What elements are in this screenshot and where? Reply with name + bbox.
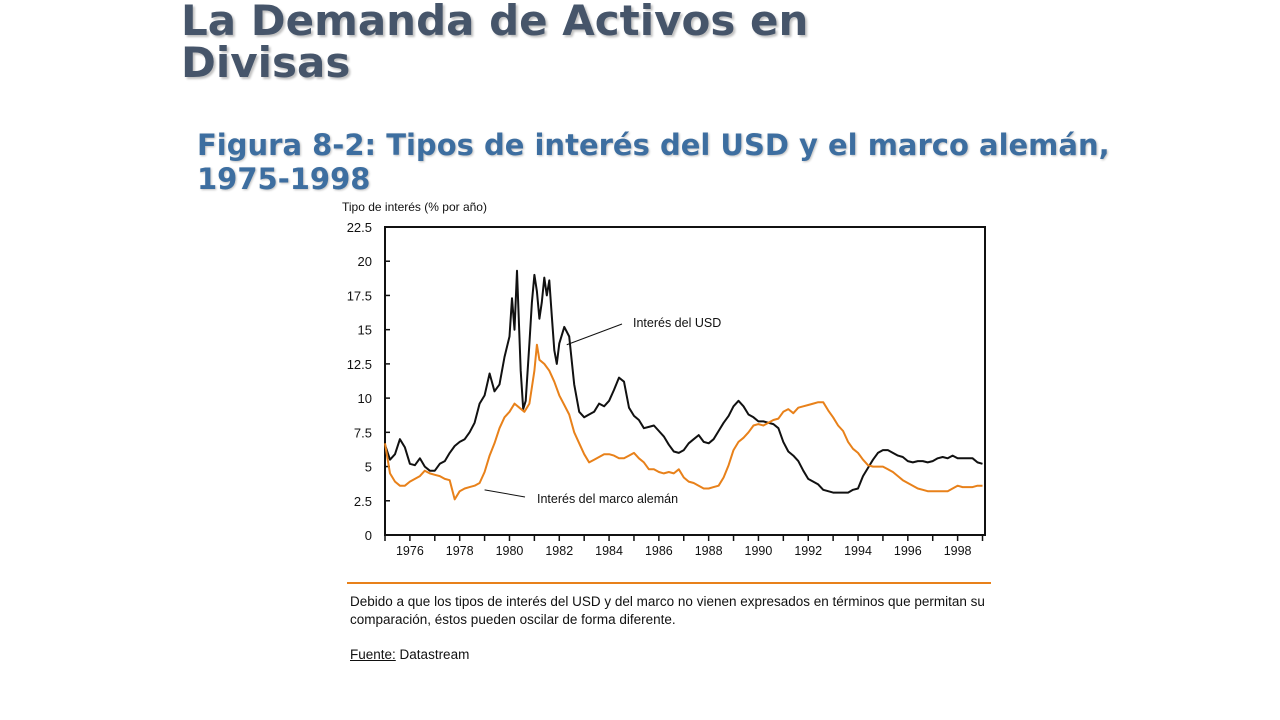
source-value: Datastream [399,647,470,662]
x-tick-label: 1976 [396,544,424,558]
x-tick-label: 1980 [496,544,524,558]
x-tick-label: 1982 [545,544,573,558]
x-tick-label: 1988 [695,544,723,558]
y-tick-label: 20 [358,254,372,269]
y-tick-label: 12.5 [347,357,372,372]
usd-annotation-leader [566,323,623,346]
dm-annotation-leader [484,489,526,498]
usd-annotation-label: Interés del USD [633,316,721,330]
x-axis: 1976 1978 1980 1982 1984 1986 1988 1990 1992 1994… [384,535,984,558]
figure-note: Debido a que los tipos de interés del US… [350,594,985,627]
plot-frame [384,226,986,536]
y-tick-label: 15 [358,323,372,338]
x-tick-label: 1984 [595,544,623,558]
y-axis: 0 2.5 5 7.5 10 12.5 15 17.5 20 22.5 [347,220,390,543]
source-label: Fuente: [350,647,396,662]
usd-rate-line [384,269,983,494]
y-axis-label: Tipo de interés (% por año) [342,200,487,214]
x-tick-label: 1998 [944,544,972,558]
x-tick-label: 1996 [894,544,922,558]
x-tick-label: 1992 [794,544,822,558]
figure-caption: Figura 8-2: Tipos de interés del USD y e… [197,128,1110,196]
y-tick-label: 5 [365,460,372,475]
x-tick-label: 1994 [844,544,872,558]
y-tick-label: 22.5 [347,220,372,235]
dm-annotation-label: Interés del marco alemán [537,492,678,506]
x-tick-label: 1986 [645,544,673,558]
dm-rate-line [384,343,983,501]
divider-line [347,582,991,584]
x-tick-label: 1990 [745,544,773,558]
series-layer [384,269,983,501]
x-tick-label: 1978 [446,544,474,558]
annotation-layer: Interés del USD Interés del marco alemán [484,316,721,506]
figure-source: Fuente: Datastream [350,646,469,664]
y-tick-label: 0 [365,528,372,543]
y-tick-label: 7.5 [354,425,372,440]
y-tick-label: 17.5 [347,288,372,303]
slide-title: La Demanda de Activos en Divisas [181,0,809,87]
y-tick-label: 10 [358,391,372,406]
y-tick-label: 2.5 [354,494,372,509]
